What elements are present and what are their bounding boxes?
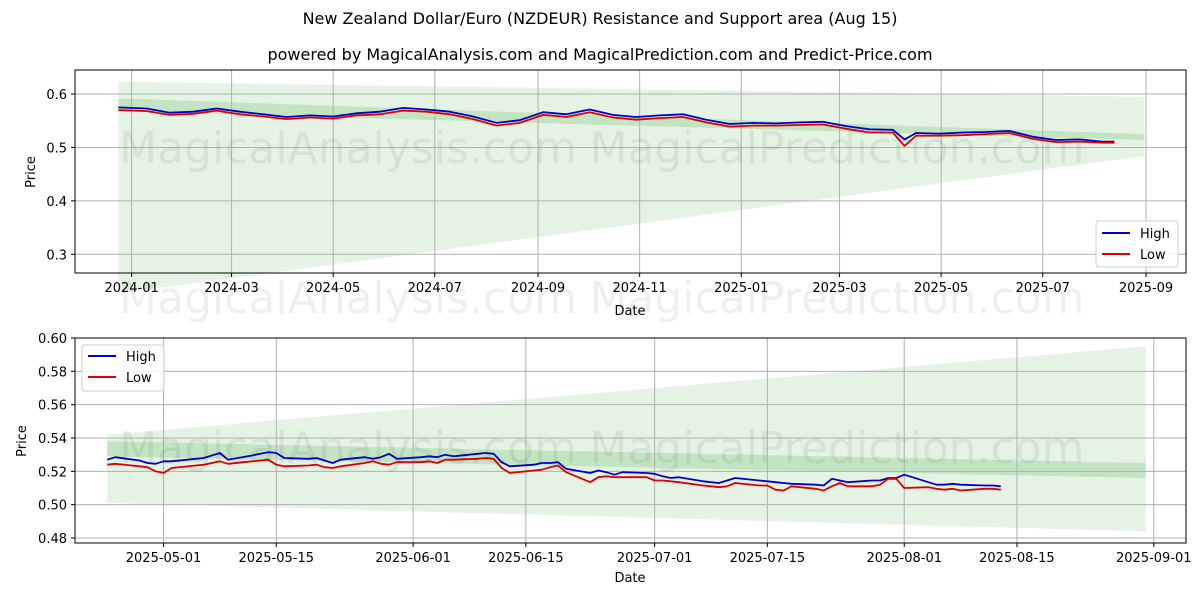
x-tick-label: 2025-05-01 xyxy=(126,551,202,566)
y-tick-label: 0.3 xyxy=(46,248,67,263)
legend-label-high: High xyxy=(1140,227,1170,242)
x-axis-label: Date xyxy=(614,571,645,586)
chart-subtitle: powered by MagicalAnalysis.com and Magic… xyxy=(267,45,933,64)
legend-label-low: Low xyxy=(1140,248,1166,263)
x-tick-label: 2025-05-15 xyxy=(238,551,314,566)
x-axis-label: Date xyxy=(614,304,645,319)
x-tick-label: 2024-07 xyxy=(408,281,462,296)
y-axis-label: Price xyxy=(24,156,39,188)
y-tick-label: 0.6 xyxy=(46,88,67,103)
y-axis-label: Price xyxy=(15,425,30,457)
support-resistance-band xyxy=(118,81,1145,294)
x-tick-label: 2025-09 xyxy=(1119,281,1173,296)
y-tick-label: 0.58 xyxy=(38,365,67,380)
x-tick-label: 2025-08-15 xyxy=(979,551,1055,566)
chart-title: New Zealand Dollar/Euro (NZDEUR) Resista… xyxy=(302,9,898,28)
y-tick-label: 0.52 xyxy=(38,465,67,480)
series-line-low xyxy=(107,457,1001,492)
plot-frame xyxy=(74,337,1187,544)
y-tick-label: 0.54 xyxy=(38,432,67,447)
legend-label-low: Low xyxy=(126,371,152,386)
y-tick-label: 0.5 xyxy=(46,141,67,156)
x-tick-label: 2024-09 xyxy=(511,281,565,296)
x-tick-label: 2024-11 xyxy=(612,281,666,296)
x-tick-label: 2025-07-01 xyxy=(617,551,693,566)
y-tick-label: 0.4 xyxy=(46,195,67,210)
legend: High Low xyxy=(1095,220,1179,268)
x-tick-label: 2024-01 xyxy=(104,281,158,296)
watermark-text: MagicalPrediction.com xyxy=(590,273,1085,324)
top-chart-panel: MagicalAnalysis.com MagicalPrediction.co… xyxy=(24,69,1187,324)
x-tick-label: 2024-03 xyxy=(204,281,258,296)
x-tick-label: 2025-08-01 xyxy=(866,551,942,566)
watermark-text: MagicalAnalysis.com xyxy=(119,123,577,174)
x-tick-label: 2024-05 xyxy=(306,281,360,296)
y-tick-label: 0.56 xyxy=(38,399,67,414)
x-tick-label: 2025-06-01 xyxy=(375,551,451,566)
legend-label-high: High xyxy=(126,350,156,365)
x-tick-label: 2025-09-01 xyxy=(1116,551,1192,566)
watermark-text: MagicalAnalysis.com xyxy=(119,423,577,474)
support-resistance-core-band xyxy=(107,441,1146,478)
y-tick-label: 0.48 xyxy=(38,532,67,547)
x-tick-label: 2025-01 xyxy=(714,281,768,296)
support-resistance-band xyxy=(107,346,1146,532)
bottom-chart-panel: MagicalAnalysis.com MagicalPrediction.co… xyxy=(15,332,1192,586)
x-tick-label: 2025-07 xyxy=(1016,281,1070,296)
legend: High Low xyxy=(81,344,165,392)
y-tick-label: 0.50 xyxy=(38,499,67,514)
series-line-low xyxy=(118,109,1115,147)
x-tick-label: 2025-03 xyxy=(812,281,866,296)
plot-frame xyxy=(74,69,1187,274)
x-tick-label: 2025-06-15 xyxy=(488,551,564,566)
y-tick-label: 0.60 xyxy=(38,332,67,347)
series-line-high xyxy=(106,451,1001,488)
series-line-high xyxy=(118,106,1115,143)
watermark-text: MagicalAnalysis.com xyxy=(119,273,577,324)
watermark-text: MagicalPrediction.com xyxy=(590,123,1085,174)
x-tick-label: 2025-07-15 xyxy=(730,551,806,566)
watermark-text: MagicalPrediction.com xyxy=(590,423,1085,474)
x-tick-label: 2025-05 xyxy=(914,281,968,296)
